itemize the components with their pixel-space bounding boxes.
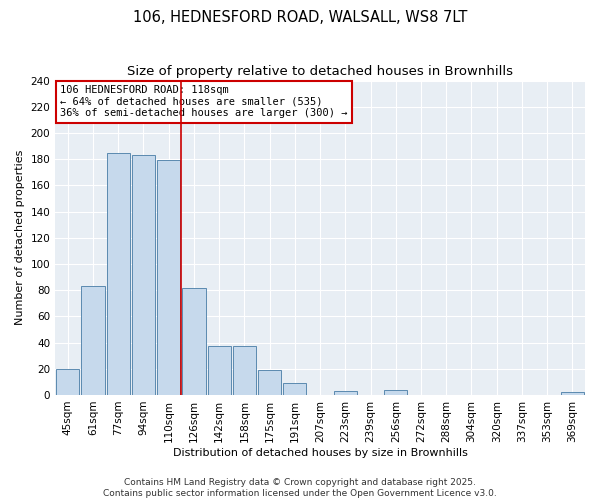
- Bar: [56, 369, 79, 395]
- Bar: [157, 160, 181, 395]
- Bar: [561, 392, 584, 395]
- Bar: [208, 346, 231, 395]
- Bar: [258, 370, 281, 395]
- Bar: [107, 152, 130, 395]
- Bar: [82, 286, 104, 395]
- Text: Contains HM Land Registry data © Crown copyright and database right 2025.
Contai: Contains HM Land Registry data © Crown c…: [103, 478, 497, 498]
- Bar: [283, 383, 307, 395]
- Y-axis label: Number of detached properties: Number of detached properties: [15, 150, 25, 326]
- Bar: [182, 288, 206, 395]
- Title: Size of property relative to detached houses in Brownhills: Size of property relative to detached ho…: [127, 65, 513, 78]
- Bar: [132, 155, 155, 395]
- Text: 106, HEDNESFORD ROAD, WALSALL, WS8 7LT: 106, HEDNESFORD ROAD, WALSALL, WS8 7LT: [133, 10, 467, 25]
- X-axis label: Distribution of detached houses by size in Brownhills: Distribution of detached houses by size …: [173, 448, 467, 458]
- Bar: [384, 390, 407, 395]
- Bar: [233, 346, 256, 395]
- Text: 106 HEDNESFORD ROAD: 118sqm
← 64% of detached houses are smaller (535)
36% of se: 106 HEDNESFORD ROAD: 118sqm ← 64% of det…: [61, 86, 348, 118]
- Bar: [334, 391, 357, 395]
